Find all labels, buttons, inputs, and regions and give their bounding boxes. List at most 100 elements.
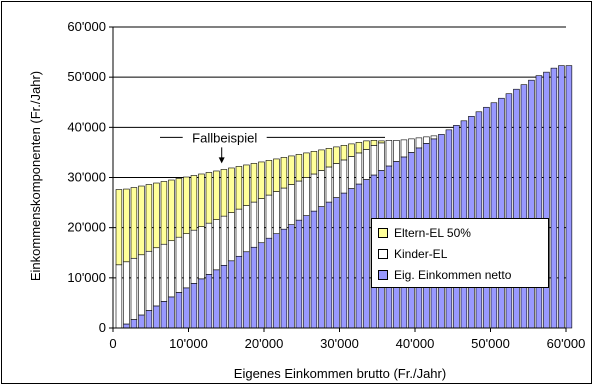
bar-eigenes-einkommen xyxy=(145,310,153,329)
bar-eigenes-einkommen xyxy=(348,188,355,329)
bar-eigenes-einkommen xyxy=(160,301,168,329)
bar-eltern-el xyxy=(295,154,303,182)
legend: Eltern-EL 50% Kinder-EL Eig. Einkommen n… xyxy=(371,218,549,288)
bar-eltern-el xyxy=(378,140,385,144)
x-axis-label: Eigenes Einkommen brutto (Fr./Jahr) xyxy=(234,366,446,381)
bar-kinder-el xyxy=(430,135,438,140)
bar-eigenes-einkommen xyxy=(228,260,235,329)
bar-eigenes-einkommen xyxy=(250,246,258,329)
y-tick-label: 60'000 xyxy=(67,19,106,34)
bar-eltern-el xyxy=(175,178,183,238)
bar-eltern-el xyxy=(370,140,378,146)
bar-kinder-el xyxy=(190,229,198,284)
bar-eltern-el xyxy=(153,182,160,249)
bar-eltern-el xyxy=(325,148,333,168)
bar-kinder-el xyxy=(160,243,168,302)
bar-eigenes-einkommen xyxy=(340,192,348,329)
bar-eigenes-einkommen xyxy=(258,242,265,329)
bar-eigenes-einkommen xyxy=(310,210,318,329)
legend-item-eigen: Eig. Einkommen netto xyxy=(378,268,511,282)
bar-eigenes-einkommen xyxy=(168,296,175,329)
bar-kinder-el xyxy=(363,149,370,180)
bar-kinder-el xyxy=(115,264,123,329)
bar-kinder-el xyxy=(138,254,145,316)
bar-eigenes-einkommen xyxy=(273,233,280,329)
bar-kinder-el xyxy=(423,136,430,144)
legend-label-eltern: Eltern-EL 50% xyxy=(394,226,471,240)
bar-eigenes-einkommen xyxy=(288,224,295,329)
bar-eigenes-einkommen xyxy=(513,88,520,329)
bar-kinder-el xyxy=(310,173,318,212)
bar-eigenes-einkommen xyxy=(363,179,370,329)
bar-kinder-el xyxy=(273,191,280,234)
legend-item-kinder: Kinder-EL xyxy=(378,247,447,261)
bar-kinder-el xyxy=(333,163,340,198)
bar-kinder-el xyxy=(153,247,160,307)
bar-kinder-el xyxy=(393,140,400,162)
bar-eigenes-einkommen xyxy=(243,251,250,329)
bar-kinder-el xyxy=(348,156,355,189)
annotation: Fallbeispiel xyxy=(160,129,385,164)
x-tick-label: 20'000 xyxy=(245,336,284,351)
bar-eigenes-einkommen xyxy=(520,84,528,329)
bar-eigenes-einkommen xyxy=(220,264,228,329)
bar-eltern-el xyxy=(115,189,123,266)
bar-kinder-el xyxy=(258,198,265,244)
bar-eigenes-einkommen xyxy=(550,67,558,329)
bar-eigenes-einkommen xyxy=(505,93,513,329)
bar-eigenes-einkommen xyxy=(130,319,138,329)
x-tick-label: 50'000 xyxy=(471,336,510,351)
bar-kinder-el xyxy=(355,152,363,185)
bar-eltern-el xyxy=(235,166,243,210)
bar-eltern-el xyxy=(138,185,145,256)
bar-eigenes-einkommen xyxy=(183,287,190,329)
bar-kinder-el xyxy=(220,215,228,266)
bar-kinder-el xyxy=(145,250,153,311)
bar-eigenes-einkommen xyxy=(355,183,363,329)
bar-kinder-el xyxy=(385,140,393,167)
bar-eltern-el xyxy=(220,169,228,217)
bar-kinder-el xyxy=(295,180,303,221)
y-tick-label: 10'000 xyxy=(67,270,106,285)
bar-kinder-el xyxy=(250,201,258,248)
bar-kinder-el xyxy=(235,208,243,257)
bar-eigenes-einkommen xyxy=(123,323,130,329)
bar-eltern-el xyxy=(288,155,295,185)
bar-eigenes-einkommen xyxy=(153,305,160,329)
x-tick-label: 0 xyxy=(109,336,116,351)
y-tick-label: 50'000 xyxy=(67,69,106,84)
bar-eigenes-einkommen xyxy=(198,278,205,329)
x-tick-label: 30'000 xyxy=(320,336,359,351)
bar-eigenes-einkommen xyxy=(295,219,303,329)
bar-eltern-el xyxy=(318,149,325,171)
legend-label-eigen: Eig. Einkommen netto xyxy=(394,268,512,282)
y-tick-label: 40'000 xyxy=(67,119,106,134)
bar-eltern-el xyxy=(168,179,175,242)
bar-eltern-el xyxy=(265,160,273,196)
bar-eltern-el xyxy=(205,172,213,224)
bar-eltern-el xyxy=(280,157,288,189)
bar-kinder-el xyxy=(415,137,423,149)
bar-kinder-el xyxy=(123,261,130,325)
bar-kinder-el xyxy=(130,257,138,320)
bar-eltern-el xyxy=(183,176,190,234)
bar-eltern-el xyxy=(273,158,280,192)
bar-kinder-el xyxy=(370,145,378,176)
y-axis-label: Einkommenskomponenten (Fr./Jahr) xyxy=(28,71,43,281)
bar-eigenes-einkommen xyxy=(535,75,543,329)
y-tick-label: 30'000 xyxy=(67,170,106,185)
y-tick-label: 20'000 xyxy=(67,220,106,235)
bar-eltern-el xyxy=(190,175,198,231)
y-tick-label: 0 xyxy=(99,320,106,335)
bar-eltern-el xyxy=(250,163,258,203)
legend-item-eltern: Eltern-EL 50% xyxy=(378,226,471,240)
bar-eltern-el xyxy=(333,146,340,164)
bar-kinder-el xyxy=(408,138,415,153)
bar-eigenes-einkommen xyxy=(325,201,333,329)
bar-kinder-el xyxy=(288,184,295,225)
annotation-label: Fallbeispiel xyxy=(192,130,257,145)
bar-eigenes-einkommen xyxy=(190,283,198,329)
bar-eltern-el xyxy=(123,188,130,263)
bar-eltern-el xyxy=(363,140,370,150)
bar-eltern-el xyxy=(340,145,348,161)
